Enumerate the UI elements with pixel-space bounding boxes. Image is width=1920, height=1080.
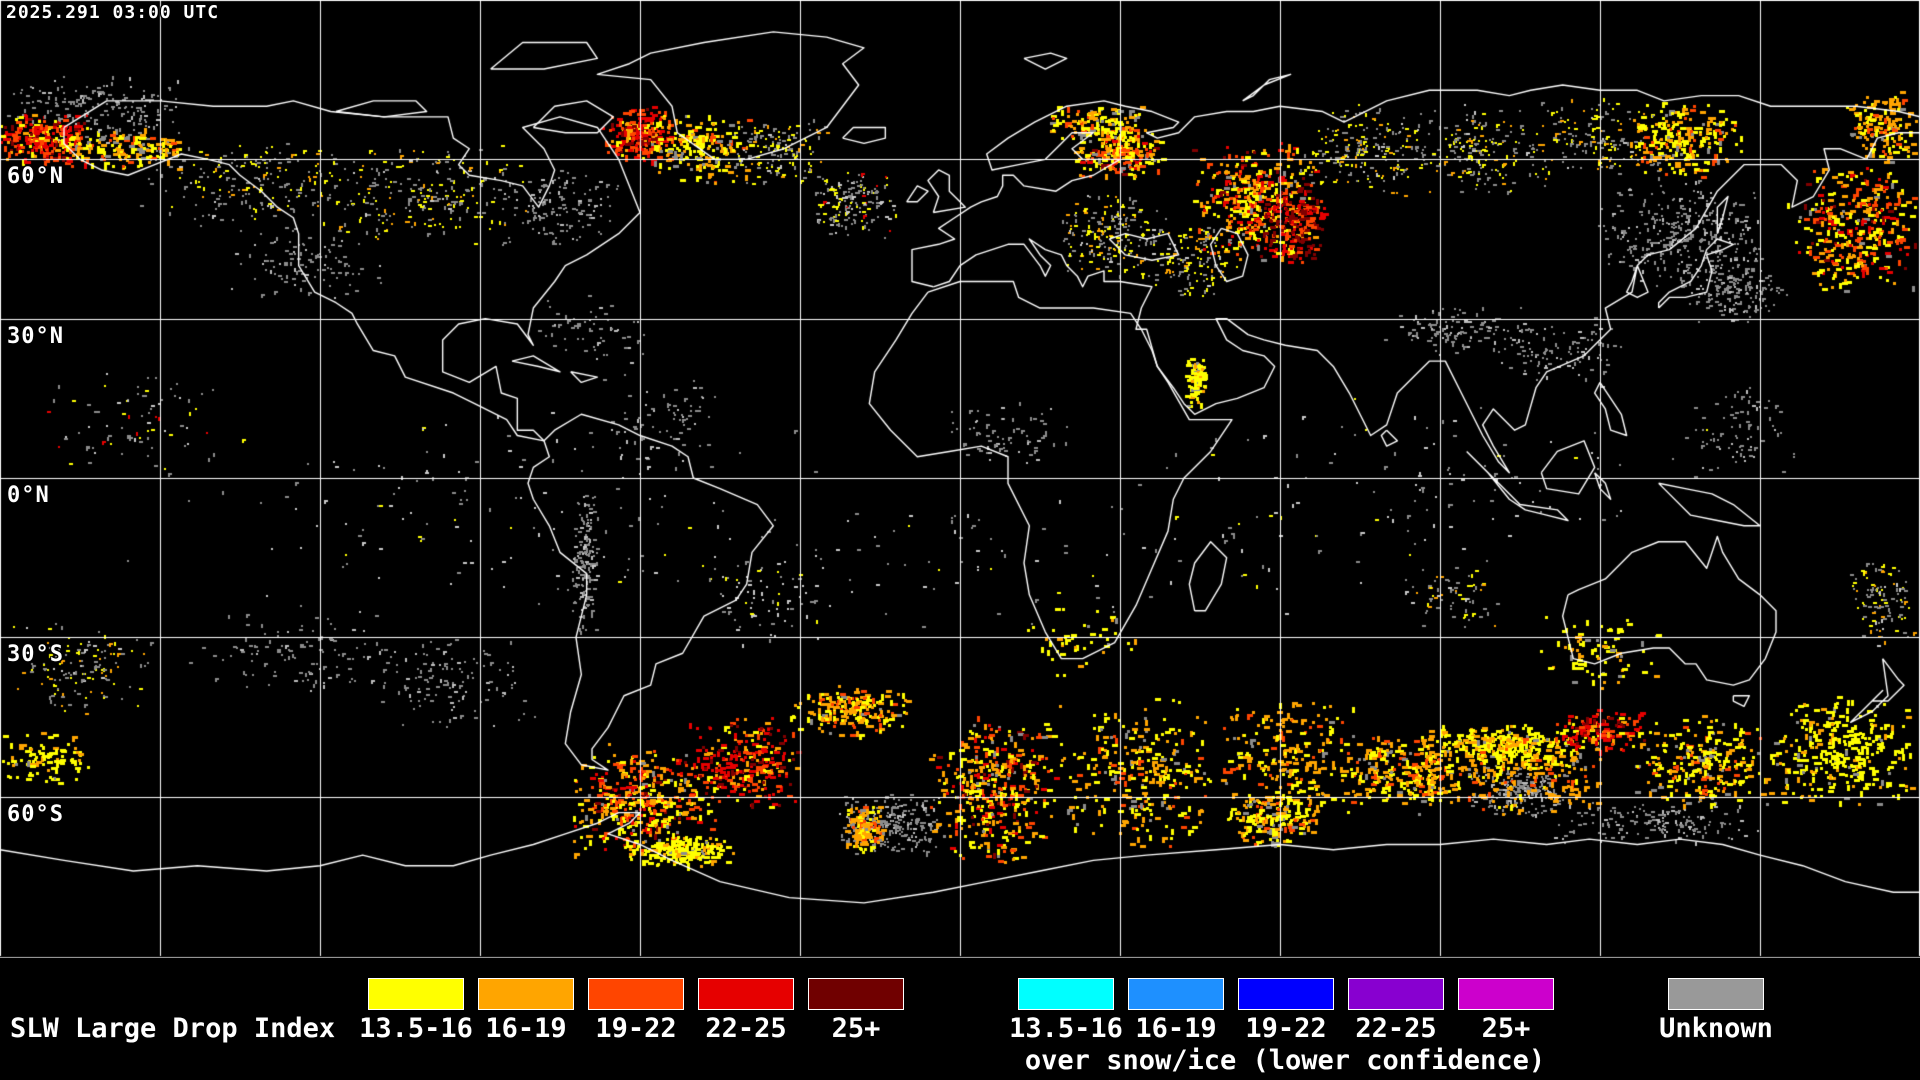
legend-label-standard-13.5-16: 13.5-16 <box>359 1013 473 1044</box>
legend-label-standard-22-25: 22-25 <box>705 1013 787 1044</box>
world-map-canvas <box>0 0 1920 958</box>
legend-label-standard-19-22: 19-22 <box>595 1013 677 1044</box>
lat-label-30S: 30°S <box>7 642 64 668</box>
legend-label-unknown-Unknown: Unknown <box>1659 1013 1773 1044</box>
legend-swatch-snow-ice-13.5-16 <box>1018 978 1114 1010</box>
legend-swatch-snow-ice-25+ <box>1458 978 1554 1010</box>
legend-label-snow-ice-19-22: 19-22 <box>1245 1013 1327 1044</box>
legend-swatch-snow-ice-16-19 <box>1128 978 1224 1010</box>
legend-swatch-standard-25+ <box>808 978 904 1010</box>
timestamp-label: 2025.291 03:00 UTC <box>6 2 220 23</box>
legend-title: SLW Large Drop Index <box>10 1013 336 1044</box>
legend-swatch-snow-ice-22-25 <box>1348 978 1444 1010</box>
legend-swatch-standard-19-22 <box>588 978 684 1010</box>
legend-snow-ice-subtitle: over snow/ice (lower confidence) <box>1024 1045 1546 1076</box>
lat-label-30N: 30°N <box>7 323 64 349</box>
lat-label-60N: 60°N <box>7 164 64 190</box>
legend-label-snow-ice-13.5-16: 13.5-16 <box>1009 1013 1123 1044</box>
legend-swatch-standard-22-25 <box>698 978 794 1010</box>
legend-label-snow-ice-25+: 25+ <box>1481 1013 1531 1044</box>
legend-swatch-snow-ice-19-22 <box>1238 978 1334 1010</box>
legend-label-standard-25+: 25+ <box>831 1013 881 1044</box>
lat-label-0N: 0°N <box>7 483 50 508</box>
legend-label-snow-ice-22-25: 22-25 <box>1355 1013 1437 1044</box>
legend-label-standard-16-19: 16-19 <box>485 1013 567 1044</box>
legend-swatch-standard-16-19 <box>478 978 574 1010</box>
legend-swatch-unknown-Unknown <box>1668 978 1764 1010</box>
legend-label-snow-ice-16-19: 16-19 <box>1135 1013 1217 1044</box>
lat-label-60S: 60°S <box>7 801 64 827</box>
legend-swatch-standard-13.5-16 <box>368 978 464 1010</box>
